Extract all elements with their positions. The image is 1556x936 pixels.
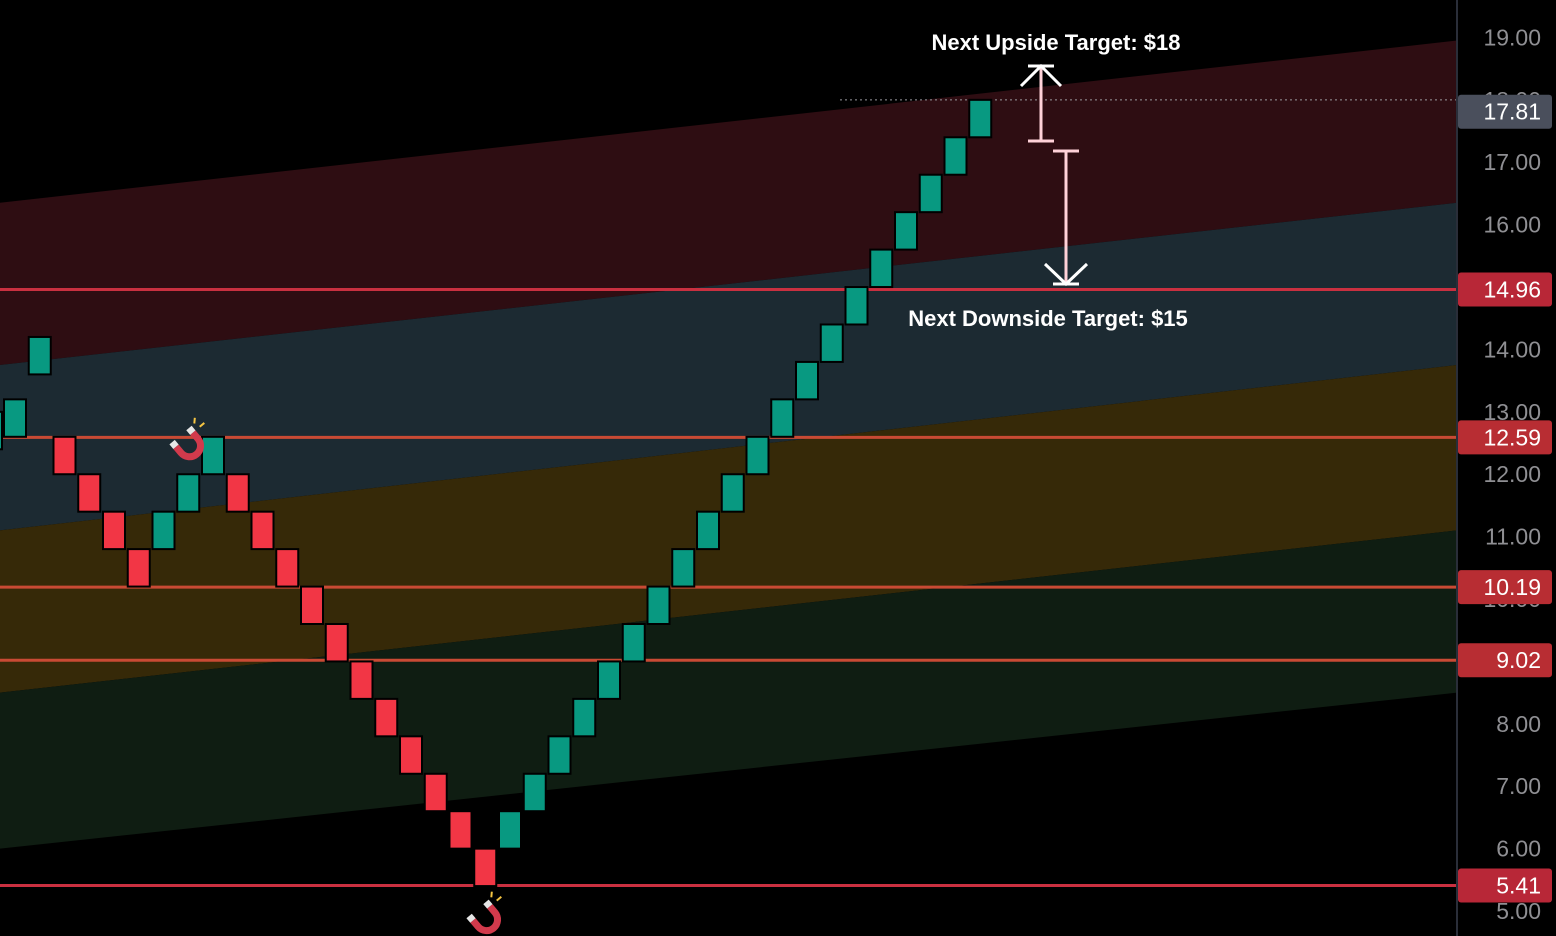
renko-brick-up bbox=[869, 248, 894, 289]
renko-brick-down bbox=[349, 660, 374, 700]
downside-target-label: Next Downside Target: $15 bbox=[908, 306, 1188, 331]
price-axis-background bbox=[1457, 0, 1556, 936]
current-price-tag-label: 17.81 bbox=[1483, 99, 1541, 125]
renko-brick-up bbox=[720, 473, 745, 513]
axis-tick-label: 14.00 bbox=[1483, 336, 1541, 362]
renko-brick-partial bbox=[0, 410, 3, 451]
target-annotations: Next Upside Target: $18 Next Downside Tar… bbox=[908, 30, 1188, 331]
renko-brick-up bbox=[968, 98, 993, 139]
level-price-tag-1 bbox=[1458, 420, 1552, 455]
downside-arrow-head bbox=[1043, 262, 1089, 287]
renko-brick-up bbox=[3, 398, 27, 438]
axis-tick-label: 12.00 bbox=[1483, 461, 1541, 487]
renko-brick-up bbox=[27, 335, 52, 376]
upside-target-label: Next Upside Target: $18 bbox=[931, 30, 1180, 55]
green-band bbox=[0, 530, 1457, 849]
renko-brick-up bbox=[795, 360, 819, 401]
axis-tick-label: 6.00 bbox=[1496, 836, 1541, 862]
orange-band bbox=[0, 365, 1457, 693]
renko-brick-up bbox=[176, 473, 201, 513]
level-price-tag-4 bbox=[1458, 868, 1552, 903]
level-price-tag-4-label: 5.41 bbox=[1496, 872, 1541, 898]
price-tags: 14.96 12.59 10.19 9.02 5.41 17.81 bbox=[1458, 94, 1552, 903]
renko-brick-up bbox=[498, 810, 522, 850]
axis-tick-label: 11.00 bbox=[1485, 524, 1541, 550]
renko-brick-down bbox=[52, 435, 77, 476]
renko-brick-down bbox=[250, 510, 275, 551]
teal-band bbox=[0, 202, 1457, 531]
level-price-tag-1-label: 12.59 bbox=[1483, 424, 1541, 450]
renko-brick-up bbox=[522, 772, 547, 813]
renko-brick-down bbox=[102, 510, 126, 551]
upside-arrow-head bbox=[1019, 63, 1063, 88]
magnet-icon-bottom bbox=[466, 891, 502, 935]
renko-brick-up bbox=[745, 435, 770, 476]
level-price-tag-2-label: 10.19 bbox=[1483, 574, 1541, 600]
level-price-tag-2 bbox=[1458, 570, 1552, 605]
renko-brick-down bbox=[275, 548, 300, 588]
renko-brick-up bbox=[819, 323, 844, 363]
renko-brick-up bbox=[770, 398, 795, 438]
renko-brick-up bbox=[943, 136, 968, 176]
horizontal-levels bbox=[0, 99, 1457, 887]
renko-brick-up bbox=[151, 510, 176, 551]
renko-brick-down bbox=[126, 548, 151, 588]
magnet-markers bbox=[169, 417, 502, 935]
current-price-tag bbox=[1458, 94, 1552, 129]
axis-tick-label: 17.00 bbox=[1483, 149, 1541, 175]
renko-brick-down bbox=[225, 473, 250, 513]
renko-brick-up bbox=[572, 697, 597, 738]
renko-brick-up bbox=[621, 623, 646, 663]
renko-brick-up bbox=[201, 435, 225, 476]
axis-tick-label: 8.00 bbox=[1496, 711, 1541, 737]
renko-brick-down bbox=[374, 697, 399, 738]
level-price-tag-3 bbox=[1458, 643, 1552, 678]
renko-brick-down bbox=[324, 623, 349, 663]
renko-brick-up bbox=[671, 548, 696, 588]
renko-brick-down bbox=[473, 847, 498, 888]
renko-brick-up bbox=[696, 510, 720, 551]
renko-brick-down bbox=[448, 810, 473, 850]
renko-brick-up bbox=[547, 735, 572, 775]
channel-bands bbox=[0, 40, 1457, 849]
renko-bricks bbox=[0, 98, 993, 888]
renko-brick-down bbox=[77, 473, 102, 513]
axis-tick-label: 19.00 bbox=[1483, 24, 1541, 50]
renko-brick-up bbox=[844, 286, 869, 326]
price-axis[interactable]: 19.0018.0017.0016.0014.0013.0012.0011.00… bbox=[1456, 0, 1556, 936]
renko-brick-up bbox=[918, 173, 943, 214]
renko-brick-up bbox=[646, 585, 671, 625]
red-band bbox=[0, 40, 1457, 366]
axis-tick-label: 7.00 bbox=[1496, 773, 1541, 799]
renko-brick-up bbox=[597, 660, 621, 700]
axis-tick-label: 16.00 bbox=[1483, 212, 1541, 238]
level-price-tag-3-label: 9.02 bbox=[1496, 647, 1541, 673]
magnet-icon-top bbox=[169, 417, 205, 461]
level-price-tag-0 bbox=[1458, 272, 1552, 307]
renko-brick-up bbox=[894, 211, 918, 251]
renko-brick-down bbox=[300, 585, 324, 625]
renko-brick-down bbox=[423, 772, 448, 813]
level-price-tag-0-label: 14.96 bbox=[1483, 277, 1541, 303]
renko-brick-down bbox=[399, 735, 423, 775]
